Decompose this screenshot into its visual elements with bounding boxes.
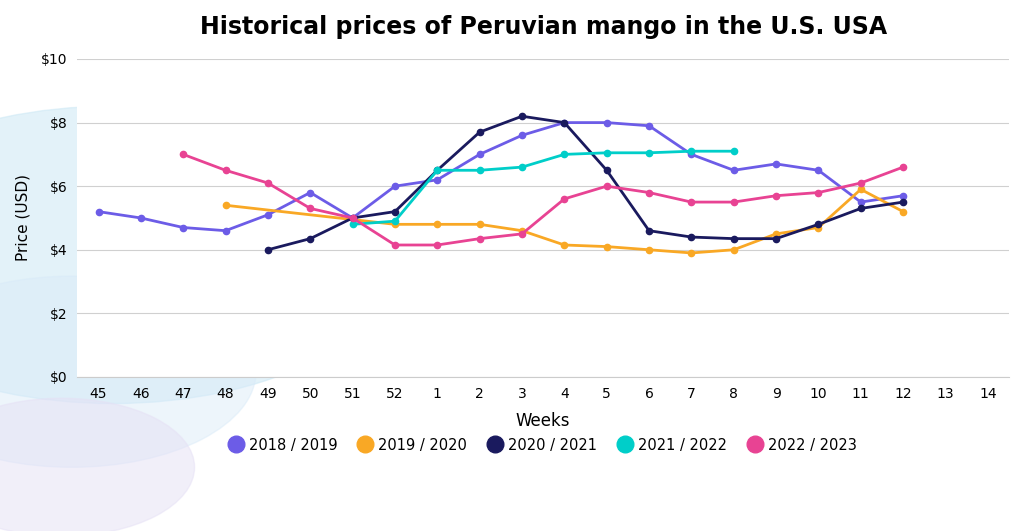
Y-axis label: Price (USD): Price (USD) xyxy=(15,175,30,261)
2020 / 2021 xyxy=(685,234,697,240)
2021 / 2022 xyxy=(685,148,697,155)
2022 / 2023 xyxy=(473,235,485,242)
2021 / 2022 xyxy=(346,221,358,227)
2022 / 2023 xyxy=(812,190,824,196)
2022 / 2023 xyxy=(304,205,316,212)
2018 / 2019 xyxy=(685,151,697,158)
2019 / 2020 xyxy=(219,202,231,209)
2018 / 2019 xyxy=(262,212,274,218)
2022 / 2023 xyxy=(770,193,782,199)
2018 / 2019 xyxy=(304,190,316,196)
2019 / 2020 xyxy=(431,221,443,227)
2022 / 2023 xyxy=(219,167,231,174)
2019 / 2020 xyxy=(643,246,655,253)
2020 / 2021 xyxy=(516,113,528,119)
2020 / 2021 xyxy=(304,235,316,242)
2018 / 2019 xyxy=(812,167,824,174)
Line: 2021 / 2022: 2021 / 2022 xyxy=(349,148,737,227)
2021 / 2022 xyxy=(473,167,485,174)
2020 / 2021 xyxy=(643,227,655,234)
2019 / 2020 xyxy=(600,243,612,250)
2018 / 2019 xyxy=(558,119,570,126)
2021 / 2022 xyxy=(389,218,401,224)
2019 / 2020 xyxy=(855,186,867,193)
2020 / 2021 xyxy=(389,209,401,215)
2018 / 2019 xyxy=(431,177,443,183)
2018 / 2019 xyxy=(728,167,740,174)
2021 / 2022 xyxy=(600,150,612,156)
2022 / 2023 xyxy=(516,230,528,237)
2018 / 2019 xyxy=(389,183,401,190)
2020 / 2021 xyxy=(770,235,782,242)
2020 / 2021 xyxy=(346,215,358,221)
2020 / 2021 xyxy=(600,167,612,174)
2019 / 2020 xyxy=(812,224,824,230)
2020 / 2021 xyxy=(728,235,740,242)
2018 / 2019 xyxy=(516,132,528,139)
2018 / 2019 xyxy=(897,193,909,199)
2020 / 2021 xyxy=(897,199,909,205)
2022 / 2023 xyxy=(431,242,443,248)
Line: 2018 / 2019: 2018 / 2019 xyxy=(95,119,906,234)
2020 / 2021 xyxy=(558,119,570,126)
2020 / 2021 xyxy=(855,205,867,212)
2020 / 2021 xyxy=(431,167,443,174)
2018 / 2019 xyxy=(135,215,147,221)
2019 / 2020 xyxy=(770,230,782,237)
2019 / 2020 xyxy=(389,221,401,227)
Line: 2019 / 2020: 2019 / 2020 xyxy=(222,186,906,256)
2022 / 2023 xyxy=(897,164,909,170)
2018 / 2019 xyxy=(92,209,104,215)
2018 / 2019 xyxy=(600,119,612,126)
Line: 2020 / 2021: 2020 / 2021 xyxy=(265,113,906,253)
2019 / 2020 xyxy=(728,246,740,253)
2020 / 2021 xyxy=(262,246,274,253)
2022 / 2023 xyxy=(855,180,867,186)
2018 / 2019 xyxy=(643,123,655,129)
2021 / 2022 xyxy=(728,148,740,155)
2018 / 2019 xyxy=(473,151,485,158)
2019 / 2020 xyxy=(897,209,909,215)
2022 / 2023 xyxy=(262,180,274,186)
2022 / 2023 xyxy=(346,215,358,221)
2018 / 2019 xyxy=(346,215,358,221)
2022 / 2023 xyxy=(177,151,189,158)
2022 / 2023 xyxy=(600,183,612,190)
2021 / 2022 xyxy=(558,151,570,158)
2020 / 2021 xyxy=(473,129,485,135)
2018 / 2019 xyxy=(770,161,782,167)
2021 / 2022 xyxy=(516,164,528,170)
2022 / 2023 xyxy=(389,242,401,248)
2018 / 2019 xyxy=(219,227,231,234)
2022 / 2023 xyxy=(685,199,697,205)
2019 / 2020 xyxy=(473,221,485,227)
X-axis label: Weeks: Weeks xyxy=(516,412,570,430)
Line: 2022 / 2023: 2022 / 2023 xyxy=(180,151,906,248)
2021 / 2022 xyxy=(431,167,443,174)
2020 / 2021 xyxy=(812,221,824,227)
2022 / 2023 xyxy=(728,199,740,205)
2021 / 2022 xyxy=(643,150,655,156)
Title: Historical prices of Peruvian mango in the U.S. USA: Historical prices of Peruvian mango in t… xyxy=(200,15,887,39)
2019 / 2020 xyxy=(558,242,570,248)
2022 / 2023 xyxy=(643,190,655,196)
Legend: 2018 / 2019, 2019 / 2020, 2020 / 2021, 2021 / 2022, 2022 / 2023: 2018 / 2019, 2019 / 2020, 2020 / 2021, 2… xyxy=(224,432,862,459)
2018 / 2019 xyxy=(855,199,867,205)
2019 / 2020 xyxy=(516,227,528,234)
2022 / 2023 xyxy=(558,196,570,202)
2019 / 2020 xyxy=(685,250,697,256)
2018 / 2019 xyxy=(177,224,189,230)
